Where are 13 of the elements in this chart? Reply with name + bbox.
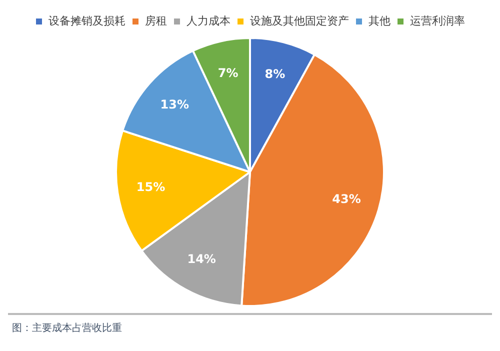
data-label: 8% — [264, 66, 286, 81]
data-label: 14% — [187, 252, 216, 266]
legend-label: 人力成本 — [186, 14, 230, 28]
legend-label: 设施及其他固定资产 — [250, 14, 349, 28]
data-label: 15% — [136, 180, 166, 194]
text: 图：主要成本占营收比重 — [12, 323, 122, 334]
legend-label: 房租 — [145, 14, 167, 28]
legend-label: 设备摊销及损耗 — [48, 14, 126, 28]
data-label: 7% — [218, 66, 238, 80]
legend-label: 其他 — [368, 14, 390, 28]
data-label: 13% — [160, 98, 189, 112]
legend-label: 运营利润率 — [410, 14, 465, 28]
data-label: 43% — [332, 192, 361, 206]
